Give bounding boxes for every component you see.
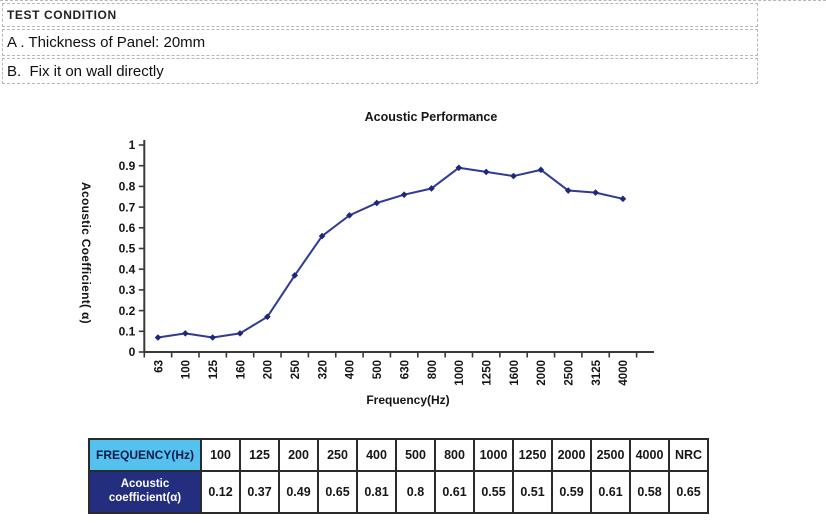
- y-tick-label: 0: [129, 345, 136, 359]
- coefficient-cell: 0.55: [473, 470, 514, 514]
- coefficient-header-line2: coefficient(α): [108, 492, 182, 504]
- data-point-marker: [264, 313, 271, 321]
- x-axis-title: Frequency(Hz): [366, 393, 449, 407]
- coefficient-header-line1: Acoustic: [120, 478, 170, 491]
- x-tick-label: 400: [345, 360, 357, 379]
- condition-a-row: A . Thickness of Panel: 20mm: [2, 29, 758, 56]
- x-tick-label: 3125: [591, 359, 603, 385]
- frequency-cell: 1000: [473, 438, 514, 472]
- coefficient-row-header: Acoustic coefficient(α): [88, 470, 202, 514]
- y-tick-label: 0.9: [119, 159, 136, 173]
- coefficient-cell: 0.59: [551, 470, 592, 514]
- coefficient-cell: 0.37: [239, 470, 280, 514]
- data-point-marker: [482, 168, 490, 176]
- frequency-cell: 2000: [551, 438, 592, 472]
- x-tick-label: 250: [290, 360, 302, 379]
- chart-title: Acoustic Performance: [364, 110, 498, 124]
- x-tick-label: 2500: [564, 360, 576, 386]
- frequency-cell: 800: [434, 438, 475, 472]
- condition-b-text: B. Fix it on wall directly: [7, 62, 164, 80]
- data-point-marker: [400, 191, 408, 198]
- y-tick-label: 0.1: [119, 325, 136, 339]
- coefficient-cell: 0.58: [629, 470, 670, 514]
- x-tick-label: 160: [235, 360, 247, 379]
- data-point-marker: [209, 334, 216, 341]
- y-tick-label: 1: [129, 138, 136, 152]
- acoustic-coefficient-table: FREQUENCY(Hz) 100 125 200 250 400 500 800 1000 1…: [88, 438, 709, 514]
- frequency-cell: 4000: [629, 438, 670, 472]
- coefficient-cell: 0.61: [590, 470, 631, 514]
- data-point-marker: [510, 172, 517, 180]
- page-top-dashed-border: [0, 0, 826, 1]
- y-tick-label: 0.2: [119, 304, 136, 318]
- frequency-cell: 500: [395, 438, 436, 472]
- x-tick-label: 1600: [509, 360, 521, 386]
- y-tick-label: 0.8: [119, 180, 136, 194]
- data-point-marker: [373, 199, 381, 207]
- frequency-cell: 1250: [512, 438, 553, 472]
- frequency-cell: 2500: [590, 438, 631, 472]
- frequency-cell: 250: [317, 438, 358, 472]
- data-point-marker: [346, 212, 353, 219]
- x-tick-label: 4000: [618, 360, 630, 386]
- y-axis-title: Acoustic Coefficient( α): [79, 182, 93, 324]
- condition-a-text: A . Thickness of Panel: 20mm: [7, 34, 206, 51]
- acoustic-performance-chart: 0 0.1 0.2 0.3 0.4 0.5 0.6 0.7 0.8 0.9 1 63 100 125 160…: [119, 138, 654, 407]
- data-point-marker: [182, 330, 189, 337]
- x-tick-label: 1000: [454, 360, 466, 386]
- frequency-cell: 200: [278, 438, 319, 472]
- test-condition-title: TEST CONDITION: [7, 8, 117, 22]
- coefficient-cell: 0.65: [668, 470, 709, 514]
- series-line: [157, 166, 624, 339]
- coefficient-cell: 0.12: [200, 470, 241, 514]
- data-point-marker: [428, 185, 435, 192]
- frequency-cell: NRC: [668, 438, 709, 472]
- coefficient-cell: 0.8: [395, 470, 436, 514]
- data-point-marker: [318, 232, 326, 240]
- x-tick-label: 2000: [536, 360, 548, 386]
- y-tick-label: 0.4: [119, 262, 136, 276]
- data-point-marker: [592, 189, 599, 196]
- frequency-row-header: FREQUENCY(Hz): [88, 438, 202, 472]
- condition-b-row: B. Fix it on wall directly: [2, 58, 758, 84]
- x-tick-label: 630: [399, 360, 411, 379]
- data-point-marker: [236, 330, 244, 337]
- frequency-cell: 100: [200, 438, 241, 472]
- frequency-cell: 125: [239, 438, 280, 472]
- x-tick-label: 200: [263, 360, 275, 379]
- y-tick-label: 0.3: [119, 283, 136, 297]
- coefficient-cell: 0.51: [512, 470, 553, 514]
- coefficient-cell: 0.61: [434, 470, 475, 514]
- x-tick-label: 125: [208, 359, 220, 379]
- x-tick-label: 100: [181, 360, 193, 379]
- coefficient-cell: 0.65: [317, 470, 358, 514]
- frequency-cell: 400: [356, 438, 397, 472]
- x-tick-label: 500: [372, 360, 384, 379]
- axis-lines: [143, 140, 654, 353]
- x-tick-label: 63: [153, 360, 165, 373]
- frequency-header-row: FREQUENCY(Hz) 100 125 200 250 400 500 800 1000 1…: [88, 438, 709, 472]
- x-tick-label: 1250: [481, 360, 493, 386]
- x-tick-label: 800: [427, 360, 439, 379]
- coefficient-value-row: Acoustic coefficient(α) 0.12 0.37 0.49 0.65…: [88, 470, 709, 514]
- y-tick-label: 0.7: [119, 200, 136, 214]
- test-condition-header-row: TEST CONDITION: [2, 3, 758, 27]
- y-tick-label: 0.6: [119, 221, 136, 235]
- data-point-marker: [291, 272, 299, 279]
- y-tick-label: 0.5: [119, 242, 136, 256]
- data-point-marker: [619, 195, 627, 203]
- x-tick-label: 320: [317, 360, 329, 379]
- coefficient-cell: 0.81: [356, 470, 397, 514]
- coefficient-cell: 0.49: [278, 470, 319, 514]
- data-point-marker: [154, 334, 162, 341]
